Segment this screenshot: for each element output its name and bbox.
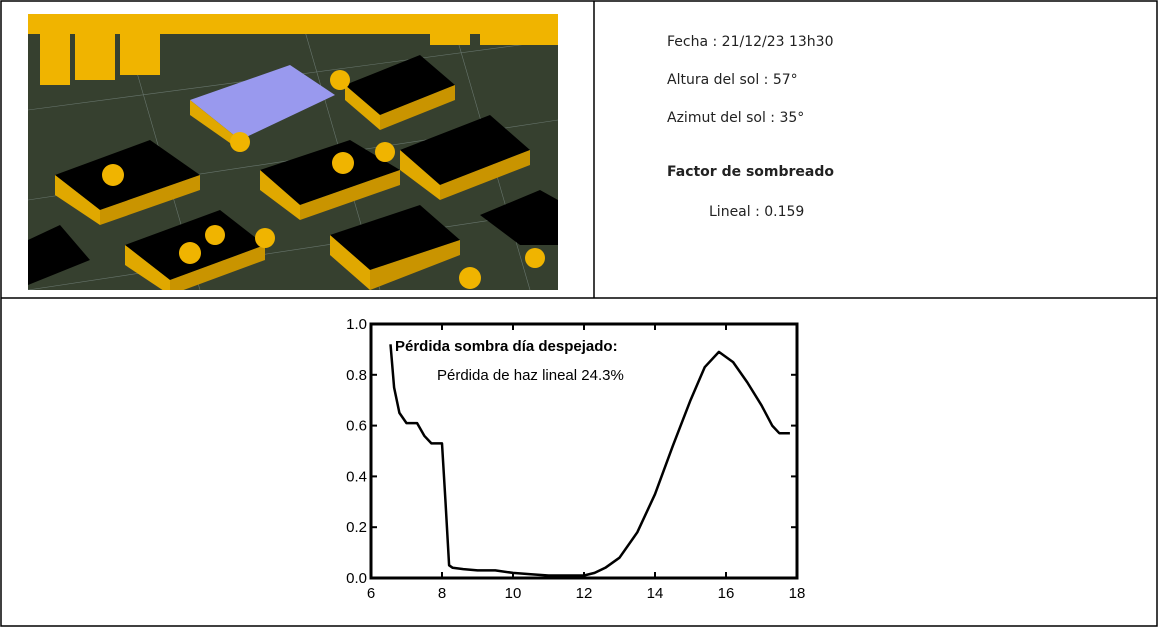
x-tick-label: 18 bbox=[789, 585, 806, 602]
date-line: Fecha : 21/12/23 13h30 bbox=[667, 34, 834, 50]
x-tick-label: 10 bbox=[505, 585, 522, 602]
y-tick-label: 0.6 bbox=[346, 418, 367, 435]
x-tick-label: 12 bbox=[576, 585, 593, 602]
y-tick-label: 1.0 bbox=[346, 316, 367, 333]
y-tick-label: 0.8 bbox=[346, 367, 367, 384]
x-tick-label: 14 bbox=[647, 585, 664, 602]
section-heading: Factor de sombreado bbox=[667, 164, 834, 180]
y-tick-label: 0.2 bbox=[346, 519, 367, 536]
y-tick-label: 0.0 bbox=[346, 570, 367, 587]
chart: Pérdida sombra día despejado: Pérdida de… bbox=[346, 316, 805, 602]
annotation-loss: Pérdida de haz lineal 24.3% bbox=[437, 367, 624, 384]
sun-height: Altura del sol : 57° bbox=[667, 72, 798, 88]
x-tick-label: 6 bbox=[367, 585, 375, 602]
x-tick-label: 16 bbox=[718, 585, 735, 602]
sun-azimuth: Azimut del sol : 35° bbox=[667, 110, 804, 126]
x-tick-label: 8 bbox=[438, 585, 446, 602]
annotation-title: Pérdida sombra día despejado: bbox=[395, 338, 618, 355]
scene-image bbox=[28, 14, 558, 290]
loss-line bbox=[389, 344, 790, 577]
shading-factor: Lineal : 0.159 bbox=[709, 204, 804, 220]
y-tick-label: 0.4 bbox=[346, 468, 367, 485]
